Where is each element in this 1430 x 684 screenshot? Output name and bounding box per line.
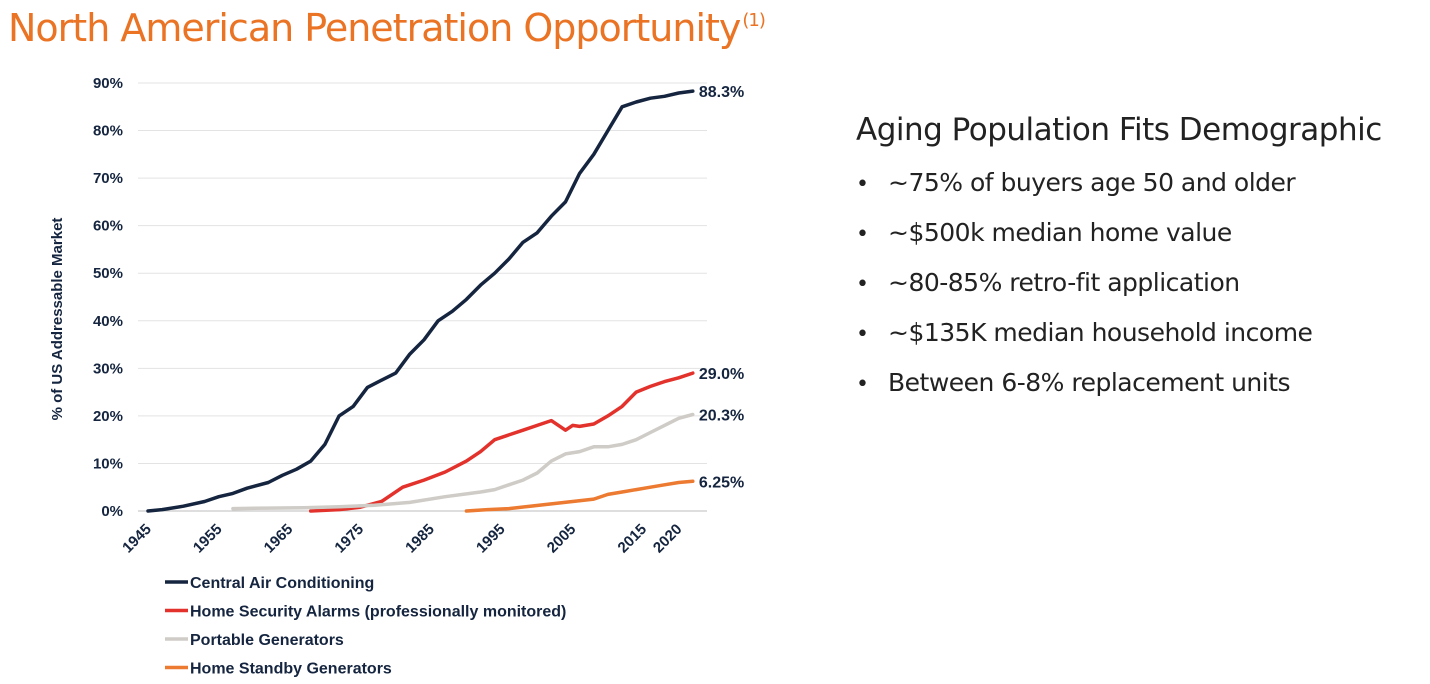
bullet-text: ~75% of buyers age 50 and older [888, 168, 1296, 197]
series-end-label: 20.3% [699, 407, 744, 424]
legend-entry: Home Security Alarms (professionally mon… [190, 604, 566, 621]
series-line [146, 89, 695, 513]
x-tick-label: 1985 [402, 521, 438, 557]
x-tick-label: 2005 [544, 521, 580, 557]
title-footnote: (1) [742, 10, 765, 31]
series-line [231, 412, 695, 511]
x-tick-label: 1945 [119, 521, 155, 557]
bullet-text: ~$500k median home value [888, 218, 1232, 247]
series-line [464, 479, 695, 513]
series-end-label: 6.25% [699, 474, 744, 491]
bullet-dot-icon: • [856, 222, 869, 247]
series-end-label: 29.0% [699, 366, 744, 383]
y-tick-label: 30% [93, 360, 123, 377]
bullet-item: • ~75% of buyers age 50 and older [856, 158, 1382, 208]
x-tick-label: 1965 [261, 521, 297, 557]
y-axis-title: % of US Addressable Market [49, 218, 66, 421]
bullet-item: • ~80-85% retro-fit application [856, 258, 1382, 308]
axes: 0% 10% 20% 30% 40% 50% 60% 70% 80% 90% 1945 1955 196… [49, 75, 686, 556]
grid-lines [138, 82, 707, 512]
bullet-text: ~$135K median household income [888, 318, 1313, 347]
bullet-text: ~80-85% retro-fit application [888, 268, 1240, 297]
page-title: North American Penetration Opportunity (1… [8, 6, 766, 50]
x-tick-label: 1975 [331, 521, 367, 557]
x-tick-label: 1995 [473, 521, 509, 557]
y-tick-label: 50% [93, 265, 123, 282]
y-tick-label: 20% [93, 408, 123, 425]
y-tick-label: 70% [93, 170, 123, 187]
bullet-dot-icon: • [856, 172, 869, 197]
bullet-text: Between 6-8% replacement units [888, 368, 1291, 397]
y-tick-label: 60% [93, 218, 123, 235]
page-title-text: North American Penetration Opportunity [8, 6, 741, 50]
legend-entry: Central Air Conditioning [190, 575, 374, 592]
y-tick-label: 10% [93, 455, 123, 472]
panel-heading: Aging Population Fits Demographic [856, 112, 1382, 148]
x-tick-label: 1955 [190, 521, 226, 557]
bullet-item: • ~$135K median household income [856, 308, 1382, 358]
y-tick-label: 80% [93, 123, 123, 140]
y-tick-label: 40% [93, 313, 123, 330]
bullet-dot-icon: • [856, 272, 869, 297]
x-tick-label: 2015 [615, 521, 651, 557]
chart-legend: Central Air Conditioning Home Security Al… [165, 575, 566, 678]
bullet-item: • Between 6-8% replacement units [856, 358, 1382, 408]
series-end-label: 88.3% [699, 84, 744, 101]
penetration-line-chart: 0% 10% 20% 30% 40% 50% 60% 70% 80% 90% 1945 1955 196… [49, 75, 744, 678]
series-lines [146, 89, 695, 513]
x-tick-label: 2020 [650, 521, 686, 557]
bullet-dot-icon: • [856, 372, 869, 397]
y-tick-label: 90% [93, 75, 123, 92]
legend-entry: Home Standby Generators [190, 661, 392, 678]
series-line [308, 371, 695, 513]
end-labels: 88.3% 29.0% 20.3% 6.25% [699, 84, 744, 491]
y-tick-label: 0% [101, 503, 123, 520]
legend-entry: Portable Generators [190, 632, 344, 649]
demographic-panel: Aging Population Fits Demographic • ~75% … [856, 112, 1382, 408]
bullet-item: • ~$500k median home value [856, 208, 1382, 258]
demographic-bullet-list: • ~75% of buyers age 50 and older • ~$500k… [856, 158, 1382, 408]
bullet-dot-icon: • [856, 322, 869, 347]
